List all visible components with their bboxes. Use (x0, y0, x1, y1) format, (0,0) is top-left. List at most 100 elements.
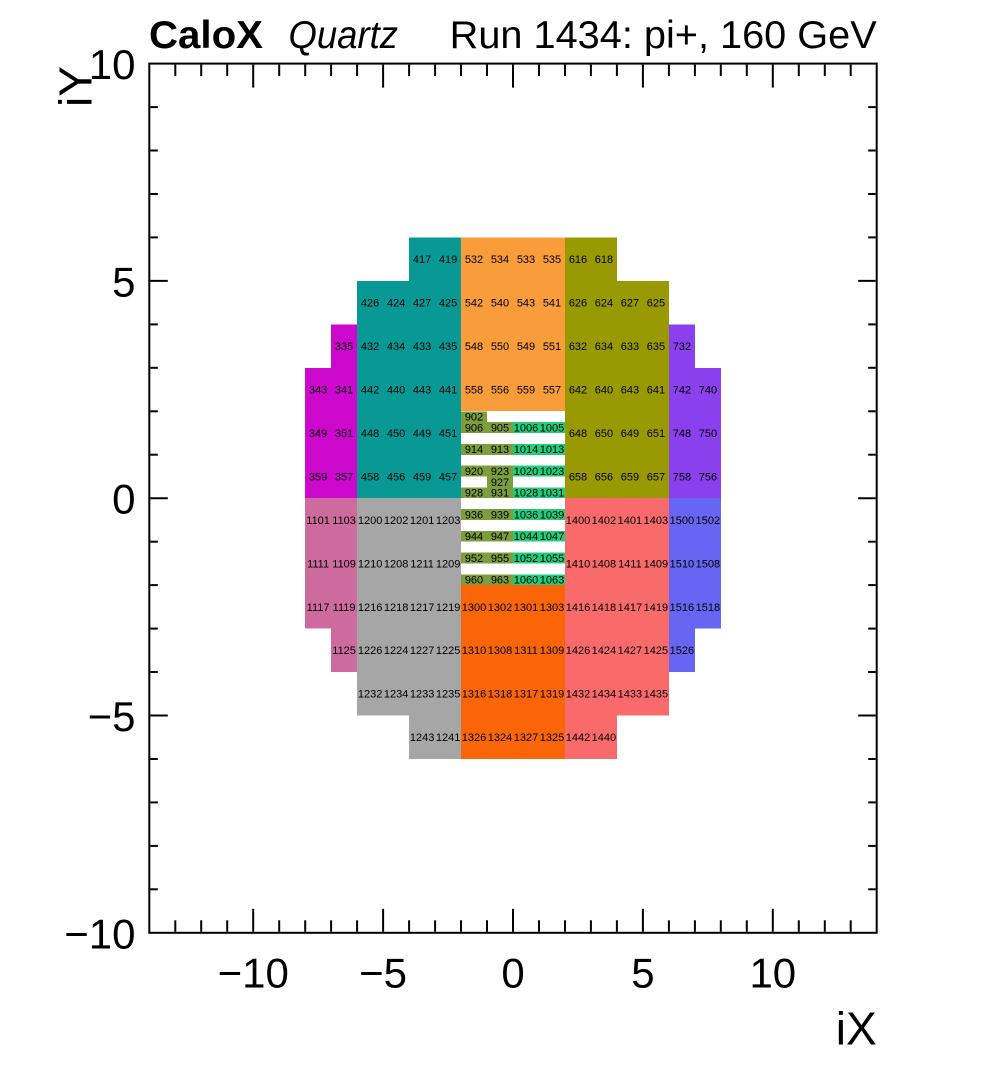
svg-text:425: 425 (439, 298, 457, 310)
svg-text:456: 456 (387, 471, 405, 483)
svg-text:657: 657 (647, 471, 665, 483)
svg-text:433: 433 (413, 341, 431, 353)
svg-text:535: 535 (543, 254, 561, 266)
svg-text:618: 618 (595, 254, 613, 266)
svg-text:1418: 1418 (592, 602, 616, 614)
svg-text:1408: 1408 (592, 558, 616, 570)
svg-text:902: 902 (465, 412, 483, 424)
svg-text:459: 459 (413, 471, 431, 483)
svg-text:1063: 1063 (540, 575, 564, 587)
svg-text:649: 649 (621, 428, 639, 440)
svg-text:905: 905 (491, 423, 509, 435)
svg-text:1303: 1303 (540, 602, 564, 614)
svg-text:750: 750 (699, 428, 717, 440)
svg-text:635: 635 (647, 341, 665, 353)
svg-text:1216: 1216 (358, 602, 382, 614)
svg-text:1432: 1432 (566, 689, 590, 701)
svg-text:616: 616 (569, 254, 587, 266)
svg-text:1416: 1416 (566, 602, 590, 614)
svg-text:748: 748 (673, 428, 691, 440)
svg-text:914: 914 (465, 444, 483, 456)
svg-text:359: 359 (309, 471, 327, 483)
svg-text:1031: 1031 (540, 488, 564, 500)
svg-text:1234: 1234 (384, 689, 408, 701)
svg-text:1052: 1052 (514, 553, 538, 565)
svg-text:1300: 1300 (462, 602, 486, 614)
svg-text:341: 341 (335, 384, 353, 396)
svg-text:756: 756 (699, 471, 717, 483)
svg-text:1028: 1028 (514, 488, 538, 500)
svg-text:542: 542 (465, 298, 483, 310)
svg-text:936: 936 (465, 509, 483, 521)
svg-text:627: 627 (621, 298, 639, 310)
svg-text:434: 434 (387, 341, 405, 353)
svg-text:559: 559 (517, 384, 535, 396)
svg-text:1201: 1201 (410, 515, 434, 527)
svg-text:−10: −10 (64, 910, 135, 957)
svg-text:357: 357 (335, 471, 353, 483)
svg-text:533: 533 (517, 254, 535, 266)
svg-text:955: 955 (491, 553, 509, 565)
svg-text:1202: 1202 (384, 515, 408, 527)
svg-text:1103: 1103 (332, 515, 356, 527)
svg-text:442: 442 (361, 384, 379, 396)
svg-text:1211: 1211 (410, 558, 434, 570)
svg-text:1425: 1425 (644, 645, 668, 657)
svg-text:1401: 1401 (618, 515, 642, 527)
svg-text:440: 440 (387, 384, 405, 396)
svg-text:1309: 1309 (540, 645, 564, 657)
svg-text:1417: 1417 (618, 602, 642, 614)
svg-text:532: 532 (465, 254, 483, 266)
svg-text:963: 963 (491, 575, 509, 587)
svg-text:1400: 1400 (566, 515, 590, 527)
svg-text:1235: 1235 (436, 689, 460, 701)
svg-text:1111: 1111 (307, 558, 329, 570)
svg-text:1500: 1500 (670, 515, 694, 527)
svg-text:543: 543 (517, 298, 535, 310)
svg-text:1403: 1403 (644, 515, 668, 527)
svg-text:432: 432 (361, 341, 379, 353)
svg-text:1409: 1409 (644, 558, 668, 570)
svg-text:742: 742 (673, 384, 691, 396)
svg-text:1301: 1301 (514, 602, 538, 614)
svg-text:1316: 1316 (462, 689, 486, 701)
svg-text:1318: 1318 (488, 689, 512, 701)
svg-text:424: 424 (387, 298, 405, 310)
svg-text:1410: 1410 (566, 558, 590, 570)
svg-text:1526: 1526 (670, 645, 694, 657)
svg-text:10: 10 (749, 950, 796, 997)
svg-text:551: 551 (543, 341, 561, 353)
svg-text:625: 625 (647, 298, 665, 310)
svg-text:651: 651 (647, 428, 665, 440)
svg-text:1243: 1243 (410, 732, 434, 744)
svg-text:449: 449 (413, 428, 431, 440)
svg-text:−5: −5 (359, 950, 407, 997)
svg-text:642: 642 (569, 384, 587, 396)
svg-text:458: 458 (361, 471, 379, 483)
svg-text:419: 419 (439, 254, 457, 266)
svg-text:1227: 1227 (410, 645, 434, 657)
svg-text:1023: 1023 (540, 466, 564, 478)
svg-text:Run 1434: pi+, 160 GeV: Run 1434: pi+, 160 GeV (450, 14, 877, 57)
svg-text:457: 457 (439, 471, 457, 483)
svg-text:1327: 1327 (514, 732, 538, 744)
svg-text:Quartz: Quartz (289, 14, 399, 57)
svg-text:1014: 1014 (514, 444, 538, 456)
svg-text:633: 633 (621, 341, 639, 353)
svg-text:913: 913 (491, 444, 509, 456)
svg-text:1036: 1036 (514, 509, 538, 521)
svg-text:906: 906 (465, 423, 483, 435)
svg-text:640: 640 (595, 384, 613, 396)
svg-text:349: 349 (309, 428, 327, 440)
svg-text:1435: 1435 (644, 689, 668, 701)
svg-text:952: 952 (465, 553, 483, 565)
svg-text:634: 634 (595, 341, 613, 353)
svg-text:541: 541 (543, 298, 561, 310)
svg-text:1518: 1518 (696, 602, 720, 614)
svg-text:441: 441 (439, 384, 457, 396)
svg-text:732: 732 (673, 341, 691, 353)
svg-text:558: 558 (465, 384, 483, 396)
svg-text:−10: −10 (218, 950, 289, 997)
svg-text:1225: 1225 (436, 645, 460, 657)
svg-text:10: 10 (89, 41, 136, 88)
